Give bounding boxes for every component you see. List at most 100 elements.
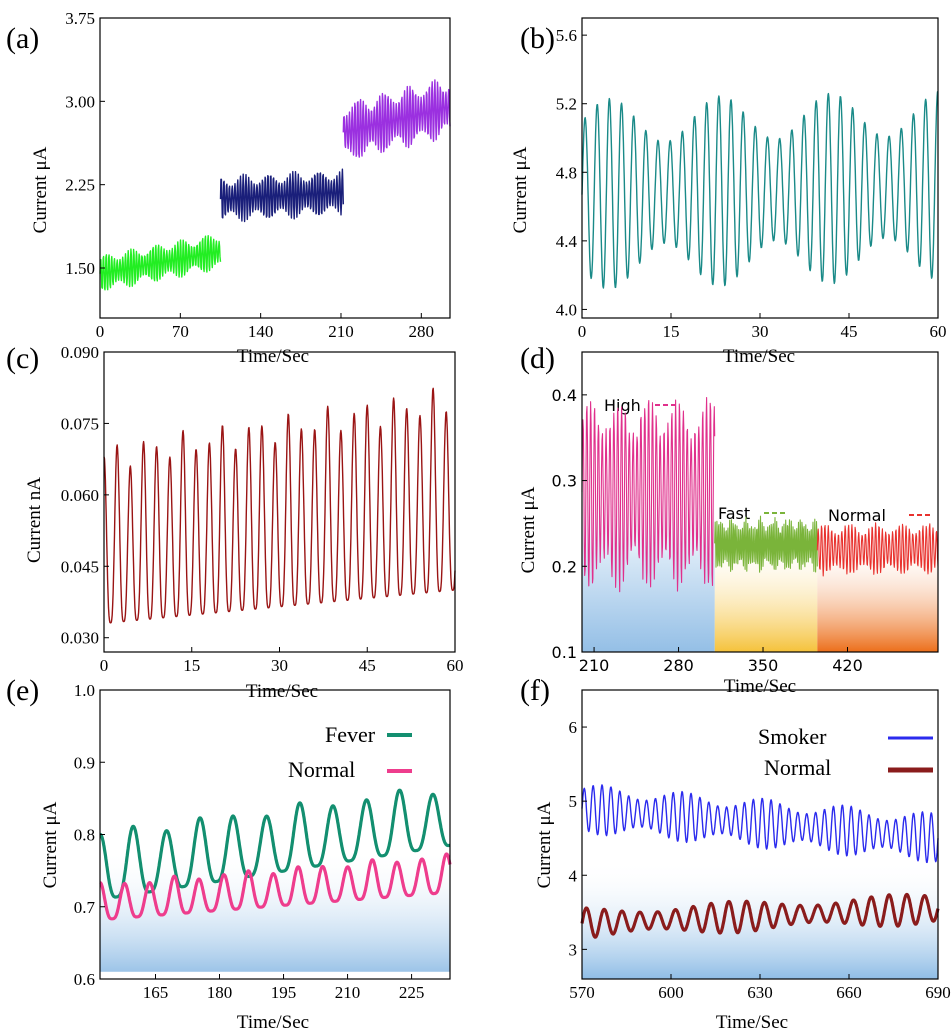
legend-d-high: High (604, 396, 641, 415)
x-tick-label: 210 (335, 983, 361, 1002)
y-tick-label: 3 (569, 940, 578, 959)
legend-d-normal: Normal (828, 506, 886, 525)
chart-d: 210 280 350 420 0.1 0.2 0.3 0.4 (552, 351, 939, 675)
series-line-smoker (581, 784, 939, 864)
x-tick-label: 140 (248, 322, 274, 341)
y-tick-label: 0.3 (552, 472, 577, 491)
y-tick-label: 0.090 (61, 343, 99, 362)
y-tick-label: 2.25 (65, 176, 95, 195)
legend-e-fever: Fever (325, 722, 376, 747)
y-tick-label: 4.4 (556, 232, 578, 251)
x-tick-label: 350 (748, 656, 779, 675)
panel-d-ylabel: Current μA (518, 486, 539, 573)
panel-a-xlabel: Time/Sec (237, 346, 309, 367)
y-tick-label: 0.030 (61, 629, 99, 648)
chart-f: 570 600 630 660 690 3 4 5 6 (569, 689, 951, 1002)
panel-f-ylabel: Current μA (534, 801, 555, 888)
y-tick-label: 5.2 (556, 95, 577, 114)
x-tick-label: 0 (100, 656, 109, 675)
chart-c: 0 15 30 45 60 0.030 0.045 0.060 0.075 0.090 (61, 343, 464, 675)
y-tick-label: 0.6 (74, 970, 95, 989)
x-tick-label: 30 (752, 322, 769, 341)
y-tick-label: 0.9 (74, 753, 95, 772)
panel-e-ylabel: Current μA (40, 801, 61, 888)
series-line-normal (816, 522, 939, 577)
panel-d-xlabel: Time/Sec (724, 676, 796, 697)
y-tick-label: 0.2 (552, 557, 577, 576)
y-tick-label: 0.075 (61, 414, 99, 433)
y-tick-label: 0.1 (552, 643, 577, 662)
x-tick-label: 690 (925, 983, 951, 1002)
chart-e: 165 180 195 210 225 0.6 0.7 0.8 0.9 1.0 (74, 681, 452, 1002)
chart-a: 0 70 140 210 280 1.50 2.25 3.00 3.75 (65, 9, 451, 341)
background-gradient (100, 848, 450, 972)
legend-f-smoker: Smoker (758, 724, 827, 749)
x-tick-label: 0 (96, 322, 105, 341)
x-tick-label: 660 (836, 983, 862, 1002)
y-tick-label: 0.060 (61, 486, 99, 505)
panel-a-label: (a) (6, 22, 39, 55)
x-tick-label: 70 (172, 322, 189, 341)
series-line-fast (714, 515, 818, 573)
series-line-1 (219, 168, 344, 223)
y-tick-label: 4.0 (556, 300, 577, 319)
area-fill-high (582, 483, 715, 652)
plot-frame (99, 17, 451, 319)
y-tick-label: 0.045 (61, 557, 99, 576)
y-tick-label: 0.8 (74, 826, 95, 845)
series-line-0 (103, 387, 456, 624)
series-line-2 (342, 79, 451, 158)
series-line-high (581, 396, 716, 593)
x-tick-label: 60 (930, 322, 947, 341)
x-tick-label: 60 (447, 656, 464, 675)
x-tick-label: 15 (183, 656, 200, 675)
x-tick-label: 15 (663, 322, 680, 341)
y-tick-label: 6 (569, 718, 578, 737)
x-tick-label: 45 (841, 322, 858, 341)
series-line-0 (581, 91, 939, 289)
panel-b-label: (b) (520, 22, 555, 55)
x-tick-label: 570 (569, 983, 595, 1002)
legend-e-normal: Normal (288, 757, 355, 782)
chart-b: 0 15 30 45 60 4.0 4.4 4.8 5.2 5.6 (556, 17, 947, 341)
y-tick-label: 4.8 (556, 163, 577, 182)
x-tick-label: 225 (399, 983, 425, 1002)
x-tick-label: 600 (658, 983, 684, 1002)
x-tick-label: 45 (359, 656, 376, 675)
panel-b-ylabel: Current μA (510, 146, 531, 233)
x-tick-label: 195 (271, 983, 297, 1002)
panel-e-label: (e) (6, 674, 39, 707)
y-tick-label: 3.75 (65, 9, 95, 28)
y-tick-label: 0.7 (74, 898, 96, 917)
x-tick-label: 0 (578, 322, 587, 341)
panel-b-xlabel: Time/Sec (723, 346, 795, 367)
panel-f-label: (f) (520, 674, 550, 707)
plot-frame (581, 351, 939, 653)
y-tick-label: 1.0 (74, 681, 95, 700)
legend-d-fast: Fast (718, 504, 750, 523)
y-tick-label: 5.6 (556, 26, 577, 45)
panel-c-xlabel: Time/Sec (246, 681, 318, 702)
legend-f-normal: Normal (764, 755, 831, 780)
x-tick-label: 280 (409, 322, 435, 341)
plot-frame (103, 351, 456, 653)
series-line-normal (580, 892, 940, 939)
x-tick-label: 210 (328, 322, 354, 341)
x-tick-label: 210 (579, 656, 610, 675)
x-tick-label: 180 (207, 983, 233, 1002)
y-tick-label: 1.50 (65, 259, 95, 278)
panel-e-xlabel: Time/Sec (237, 1012, 309, 1032)
y-tick-label: 4 (569, 866, 578, 885)
series-line-fever (98, 788, 452, 899)
series-line-0 (99, 234, 222, 291)
panel-c-ylabel: Current nA (24, 477, 45, 563)
series-line-normal (98, 852, 452, 921)
y-tick-label: 0.4 (552, 386, 577, 405)
panel-f-xlabel: Time/Sec (716, 1012, 788, 1032)
panel-c-label: (c) (6, 342, 39, 375)
x-tick-label: 30 (271, 656, 288, 675)
panel-d-label: (d) (520, 342, 555, 375)
x-tick-label: 420 (832, 656, 863, 675)
